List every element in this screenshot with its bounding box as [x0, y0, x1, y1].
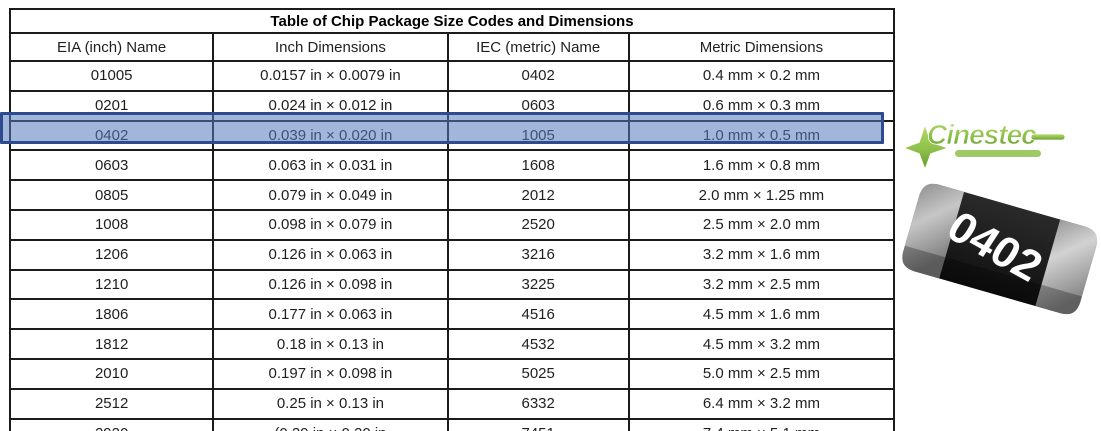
- table-cell: 4532: [446, 328, 630, 360]
- company-logo: Cinestec: [900, 98, 1068, 173]
- table-cell: 2.5 mm × 2.0 mm: [627, 208, 896, 241]
- table-row-1812: 1812 0.18 in × 0.13 in 4532 4.5 mm × 3.2 mm: [8, 328, 896, 360]
- table-cell: 1008: [8, 208, 215, 241]
- table-cell: 0.4 mm × 0.2 mm: [627, 60, 896, 92]
- column-header-inch-dims: Inch Dimensions: [212, 32, 449, 62]
- table-cell: 1.6 mm × 0.8 mm: [627, 149, 896, 182]
- table-cell: 0.079 in × 0.049 in: [212, 179, 449, 211]
- table-row-1008: 1008 0.098 in × 0.079 in 2520 2.5 mm × 2.0 …: [8, 208, 896, 241]
- table-cell: 2512: [8, 387, 215, 420]
- chip-terminal-left: [902, 183, 965, 279]
- table-cell: 7.4 mm × 5.1 mm: [627, 417, 896, 431]
- table-cell: 0.0157 in × 0.0079 in: [212, 60, 449, 92]
- table-cell: 2920: [8, 417, 215, 431]
- column-header-metric-dims: Metric Dimensions: [627, 32, 896, 62]
- table-cell: 0.177 in × 0.063 in: [212, 298, 449, 331]
- chip-size-table: Table of Chip Package Size Codes and Dim…: [8, 8, 896, 431]
- chip-terminal-right: [1035, 219, 1098, 315]
- table-row-0603: 0603 0.063 in × 0.031 in 1608 1.6 mm × 0.8 …: [8, 149, 896, 182]
- table-cell: 0.18 in × 0.13 in: [212, 328, 449, 360]
- table-cell: 0201: [8, 89, 215, 122]
- table-cell: 0.6 mm × 0.3 mm: [627, 89, 896, 122]
- table-cell: 4.5 mm × 3.2 mm: [627, 328, 896, 360]
- table-cell: 2010: [8, 357, 215, 390]
- table-cell: 3.2 mm × 1.6 mm: [627, 238, 896, 271]
- chip-photo: 0402: [900, 176, 1100, 318]
- table-cell: 01005: [8, 60, 215, 92]
- table-cell: 1206: [8, 238, 215, 271]
- table-cell: 0603: [8, 149, 215, 182]
- table-cell: 3225: [446, 268, 630, 301]
- table-row-1206: 1206 0.126 in × 0.063 in 3216 3.2 mm × 1.6 …: [8, 238, 896, 271]
- logo-tagline-bar: [955, 150, 1041, 157]
- table-cell: 5.0 mm × 2.5 mm: [627, 357, 896, 390]
- table-cell: 0.039 in × 0.020 in: [212, 119, 449, 152]
- table-cell: 0603: [446, 89, 630, 122]
- table-row-2920: 2920(0.29 in × 0.20 in74517.4 mm × 5.1 m…: [8, 417, 896, 431]
- table-cell: 1608: [446, 149, 630, 182]
- table-cell: 0.063 in × 0.031 in: [212, 149, 449, 182]
- table-row-2512: 2512 0.25 in × 0.13 in 6332 6.4 mm × 3.2 mm: [8, 387, 896, 420]
- table-cell: 1005: [446, 119, 630, 152]
- table-cell: 2520: [446, 208, 630, 241]
- table-cell: 1.0 mm × 0.5 mm: [627, 119, 896, 152]
- table-cell: 0.25 in × 0.13 in: [212, 387, 449, 420]
- table-cell: 4.5 mm × 1.6 mm: [627, 298, 896, 331]
- chip-resistor-graphic: 0402: [902, 183, 1098, 315]
- column-header-eia-name: EIA (inch) Name: [8, 32, 215, 62]
- table-cell: 0.126 in × 0.098 in: [212, 268, 449, 301]
- table-cell: 0.126 in × 0.063 in: [212, 238, 449, 271]
- table-cell: 0.024 in × 0.012 in: [212, 89, 449, 122]
- table-cell: 0.197 in × 0.098 in: [212, 357, 449, 390]
- table-header-row: EIA (inch) Name Inch Dimensions IEC (met…: [8, 32, 896, 62]
- table-cell: 4516: [446, 298, 630, 331]
- logo-swoosh: [1030, 133, 1066, 141]
- table-cell: 3216: [446, 238, 630, 271]
- table-cell: 2.0 mm × 1.25 mm: [627, 179, 896, 211]
- table-cell: 7451: [446, 417, 630, 431]
- table-row-0201: 0201 0.024 in × 0.012 in 0603 0.6 mm × 0.3 …: [8, 89, 896, 122]
- table-cell: 1210: [8, 268, 215, 301]
- table-cell: 2012: [446, 179, 630, 211]
- table-row-0805: 0805 0.079 in × 0.049 in 2012 2.0 mm × 1.25…: [8, 179, 896, 211]
- table-cell: (0.29 in × 0.20 in: [212, 417, 449, 431]
- table-cell: 1806: [8, 298, 215, 331]
- table-cell: 0402: [446, 60, 630, 92]
- table-title-row: Table of Chip Package Size Codes and Dim…: [9, 8, 895, 34]
- size-codes-table: Table of Chip Package Size Codes and Dim…: [8, 8, 896, 431]
- table-cell: 6332: [446, 387, 630, 420]
- table-cell: 0.098 in × 0.079 in: [212, 208, 449, 241]
- table-cell: 5025: [446, 357, 630, 390]
- table-row-1806: 1806 0.177 in × 0.063 in 4516 4.5 mm × 1.6 …: [8, 298, 896, 331]
- table-cell: 0805: [8, 179, 215, 211]
- table-cell: 1812: [8, 328, 215, 360]
- table-cell: 6.4 mm × 3.2 mm: [627, 387, 896, 420]
- company-logo-graphic: Cinestec: [900, 119, 1066, 173]
- logo-wordmark: Cinestec: [927, 119, 1037, 150]
- table-row-01005: 01005 0.0157 in × 0.0079 in 0402 0.4 mm × 0…: [8, 60, 896, 92]
- chip-bottom-shadow: [902, 245, 1082, 315]
- column-header-iec-name: IEC (metric) Name: [446, 32, 630, 62]
- table-cell: 3.2 mm × 2.5 mm: [627, 268, 896, 301]
- table-row-2010: 2010 0.197 in × 0.098 in 5025 5.0 mm × 2.5 …: [8, 357, 896, 390]
- table-row-1210: 1210 0.126 in × 0.098 in 3225 3.2 mm × 2.5 …: [8, 268, 896, 301]
- table-title: Table of Chip Package Size Codes and Dim…: [9, 8, 895, 34]
- table-cell: 0402: [8, 119, 215, 152]
- table-row-0402: 0402 0.039 in × 0.020 in 1005 1.0 mm × 0.5 …: [8, 119, 896, 152]
